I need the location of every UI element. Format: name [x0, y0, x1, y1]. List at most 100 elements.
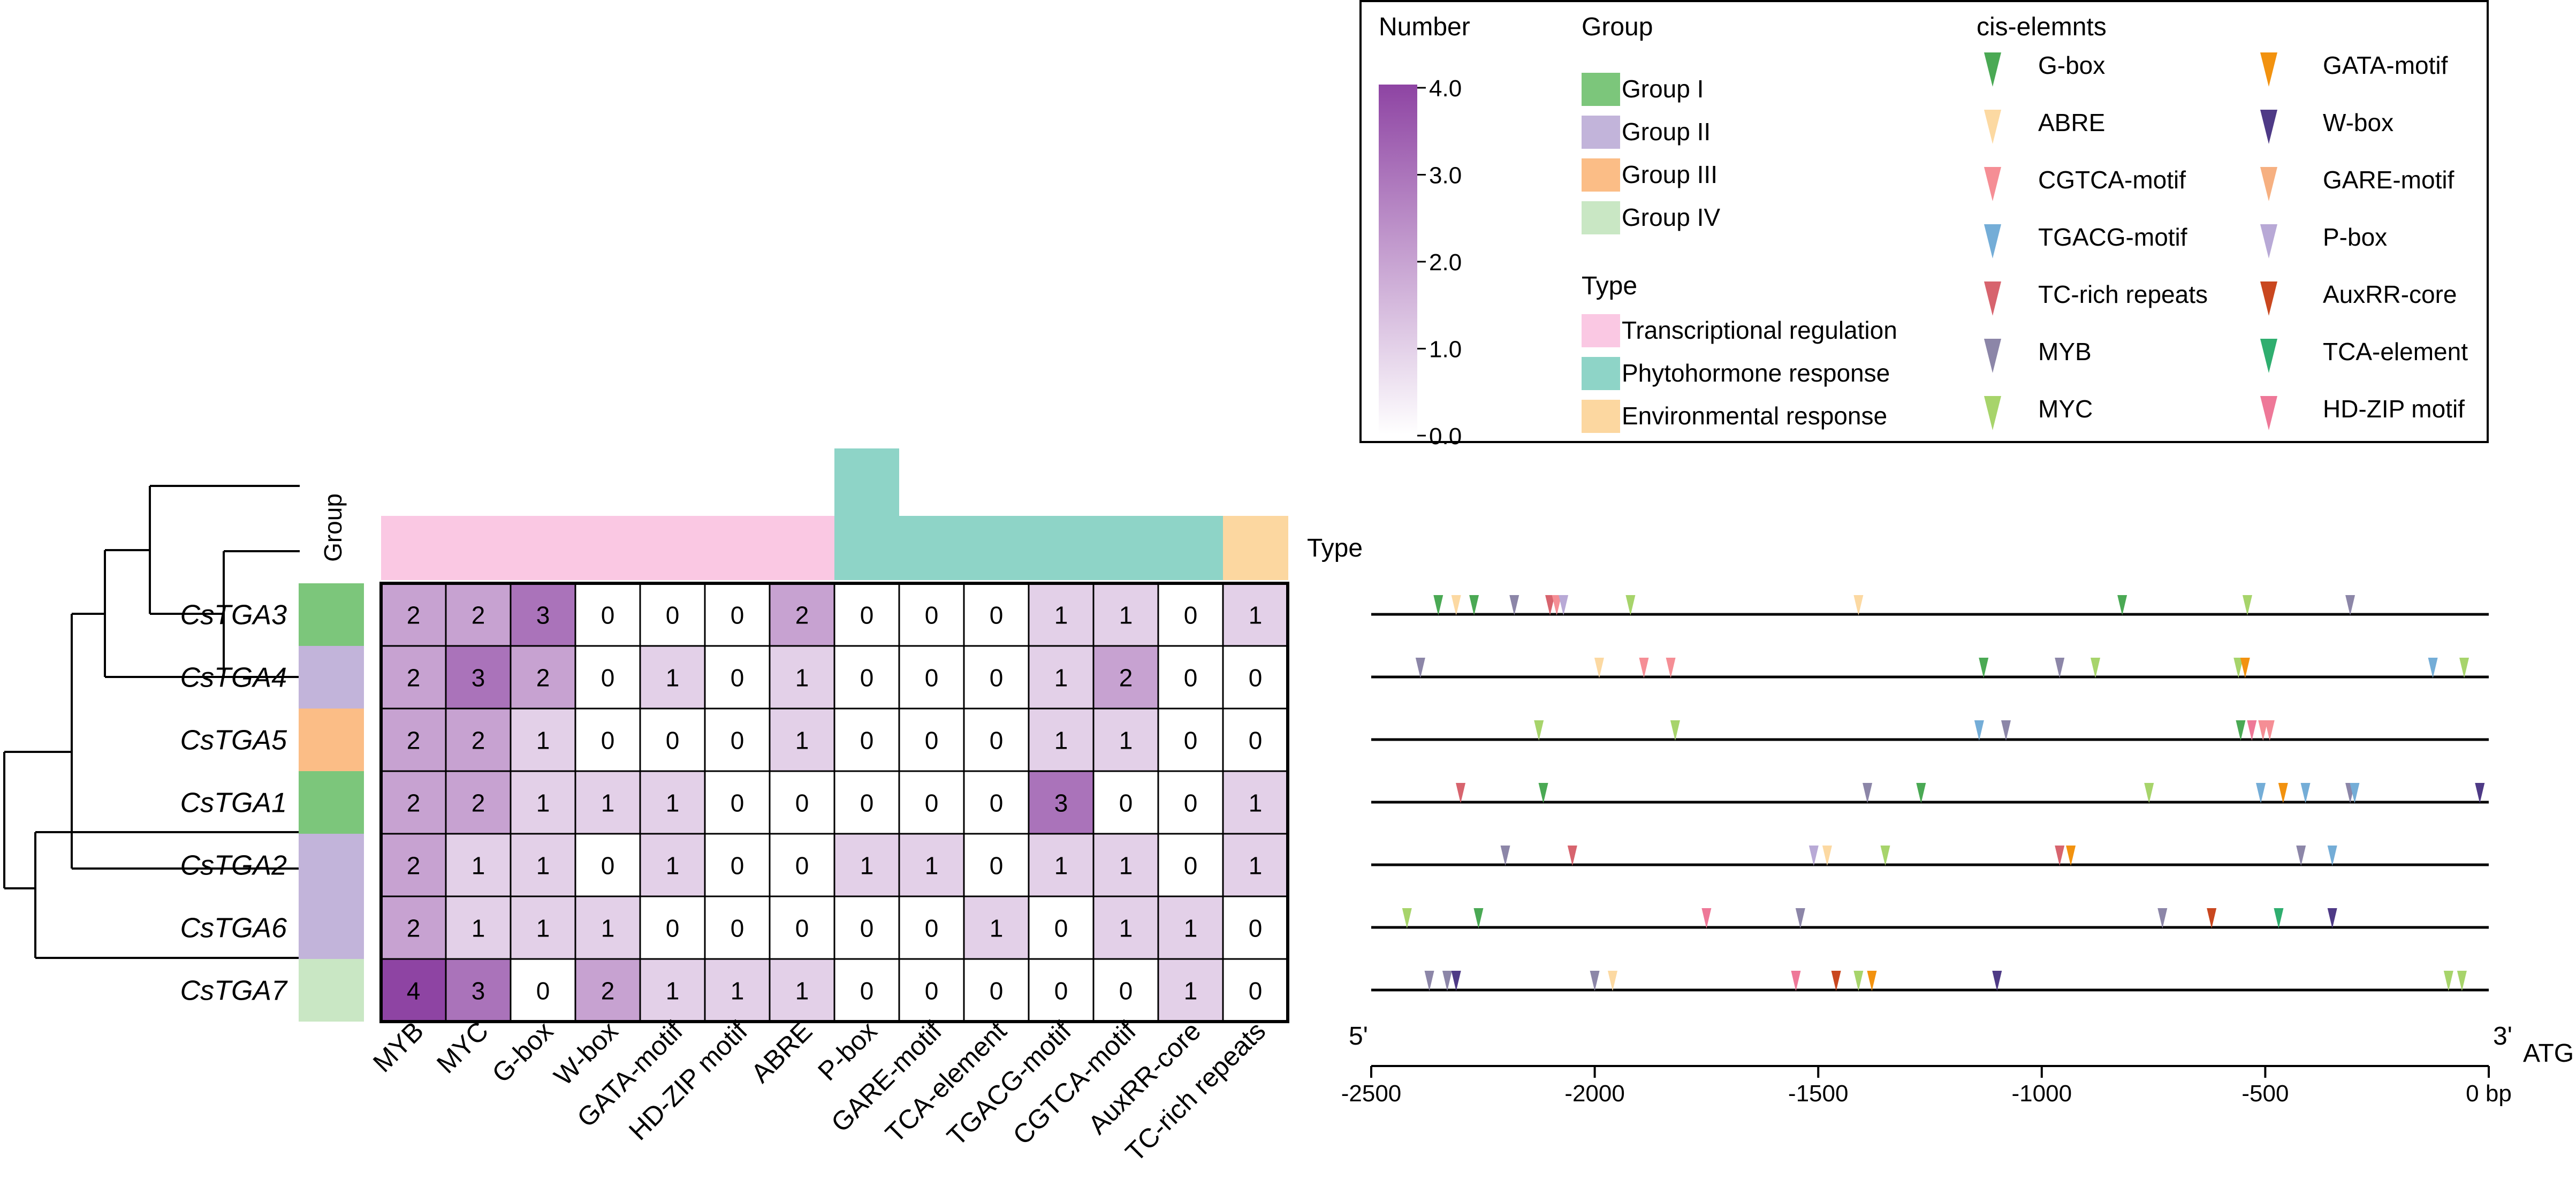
heatmap-cell — [1092, 582, 1159, 647]
type-cell — [446, 516, 511, 580]
cis-legend-label: G-box — [2038, 51, 2105, 79]
element-marker-myb — [2345, 595, 2355, 615]
type-cell — [1223, 516, 1288, 580]
heatmap-cell-value: 2 — [407, 602, 421, 629]
element-marker-myb — [1509, 595, 1519, 615]
promoter-axis-ticks: -2500 -2000 -1500 -1000 -500 0 bp — [1341, 1066, 2512, 1107]
heatmap-cell-value: 1 — [1054, 852, 1068, 880]
heatmap-cell — [833, 770, 900, 835]
heatmap-cell — [1028, 770, 1095, 835]
element-marker-g-box — [1979, 658, 1989, 678]
element-marker-myb — [1442, 971, 1452, 991]
heatmap-cell — [898, 707, 965, 772]
element-marker-myb — [2055, 658, 2065, 678]
heatmap-cell — [963, 958, 1030, 1023]
heatmap-cell-value: 0 — [925, 602, 939, 629]
gene-labels: CsTGA3 CsTGA4 CsTGA5 CsTGA1 CsTGA2 CsTGA6 CsTG… — [180, 600, 288, 1007]
element-marker-tgacg-motif — [2300, 783, 2311, 803]
element-marker-abre — [1822, 846, 1832, 866]
cis-legend-label: ABRE — [2038, 109, 2105, 136]
cis-legend-label: P-box — [2323, 223, 2387, 251]
gene-label-cstga4: CsTGA4 — [180, 663, 287, 694]
heatmap-cell — [1092, 645, 1159, 710]
promoter-panel — [1371, 595, 2489, 992]
element-marker-myc — [1853, 971, 1864, 991]
heatmap-cell-value: 0 — [925, 727, 939, 755]
heatmap-cell-value: 1 — [472, 852, 485, 880]
type-legend-label: Phytohormone response — [1622, 359, 1890, 387]
heatmap-cell — [574, 895, 641, 960]
heatmap-cell-value: 2 — [407, 915, 421, 942]
group-cell — [299, 771, 364, 834]
element-marker-auxrr-core — [2207, 908, 2217, 928]
column-label-myb: MYB — [367, 1016, 429, 1078]
heatmap-cell-value: 0 — [601, 727, 615, 755]
column-label-g-box: G-box — [486, 1016, 559, 1088]
heatmap-cell — [1222, 958, 1289, 1023]
heatmap-cell-value: 0 — [1119, 789, 1133, 817]
heatmap-cell — [510, 958, 576, 1023]
element-marker-tc-rich-repeats — [1456, 783, 1466, 803]
colorbar-tick-label: 2.0 — [1429, 249, 1462, 276]
heatmap-cell — [1028, 645, 1095, 710]
legend-marker-myb — [1984, 339, 2001, 373]
heatmap-cell — [574, 707, 641, 772]
heatmap-cell — [639, 582, 706, 647]
element-marker-tc-rich-repeats — [1545, 595, 1555, 615]
heatmap-cell — [963, 895, 1030, 960]
element-marker-myb — [2296, 846, 2306, 866]
element-marker-myb — [1590, 971, 1600, 991]
group-legend-label: Group III — [1622, 161, 1718, 188]
number-colorbar — [1379, 85, 1417, 435]
heatmap-cell-value: 1 — [925, 852, 939, 880]
element-marker-g-box — [1538, 783, 1548, 803]
legend-frame — [1359, 0, 2489, 443]
element-marker-myb — [1415, 658, 1425, 678]
heatmap-cell-value: 1 — [990, 915, 1004, 942]
heatmap-cell — [898, 770, 965, 835]
element-marker-tgacg-motif — [1974, 720, 1984, 741]
heatmap-cell-value: 4 — [407, 977, 421, 1005]
phylogenetic-tree — [3, 485, 300, 959]
legend-type-title: Type — [1582, 272, 1637, 300]
element-marker-w-box — [2327, 908, 2337, 928]
axis-tick-label: -500 — [2241, 1080, 2289, 1107]
promoter-axis: 5' 3' ATG -2500 -2000 -1500 -1000 -500 0 bp — [1341, 1022, 2574, 1107]
heatmap-cell — [769, 582, 835, 647]
heatmap-cell — [1222, 833, 1289, 897]
element-marker-p-box — [1808, 846, 1819, 866]
type-cell — [705, 516, 770, 580]
heatmap-cell-value: 1 — [1184, 977, 1198, 1005]
heatmap-cell-value: 0 — [1249, 977, 1263, 1005]
group-swatch-4 — [1582, 201, 1620, 234]
heatmap-cell-value: 1 — [666, 664, 680, 692]
group-swatch-3 — [1582, 158, 1620, 192]
heatmap-cell — [1157, 582, 1224, 647]
heatmap-cell — [1028, 958, 1095, 1023]
heatmap-cell-value: 1 — [536, 789, 550, 817]
heatmap-cell-value: 1 — [1054, 602, 1068, 629]
heatmap-cell-value: 1 — [795, 727, 809, 755]
heatmap-cell — [380, 895, 447, 960]
heatmap-cell-value: 1 — [1119, 727, 1133, 755]
heatmap-cell — [1222, 707, 1289, 772]
type-cell — [1029, 516, 1094, 580]
heatmap-cell-value: 0 — [860, 664, 874, 692]
heatmap-cell-value: 2 — [407, 852, 421, 880]
group-swatch-1 — [1582, 73, 1620, 106]
element-marker-myc — [2443, 971, 2453, 991]
legend-marker-tgacg-motif — [1984, 224, 2001, 258]
element-marker-myc — [1880, 846, 1890, 866]
heatmap-cell-value: 1 — [1249, 852, 1263, 880]
heatmap-cell — [769, 707, 835, 772]
legend-number-title: Number — [1379, 13, 1470, 41]
heatmap-cell-value: 0 — [990, 727, 1004, 755]
heatmap-cell — [898, 958, 965, 1023]
legend-marker-g-box — [1984, 52, 2001, 87]
cis-legend-label: HD-ZIP motif — [2323, 395, 2465, 423]
column-label-myc: MYC — [431, 1016, 494, 1079]
heatmap-cell-value: 0 — [1249, 727, 1263, 755]
heatmap-cell — [445, 895, 512, 960]
heatmap-cell-value: 0 — [601, 664, 615, 692]
cis-legend-label: MYB — [2038, 338, 2092, 366]
